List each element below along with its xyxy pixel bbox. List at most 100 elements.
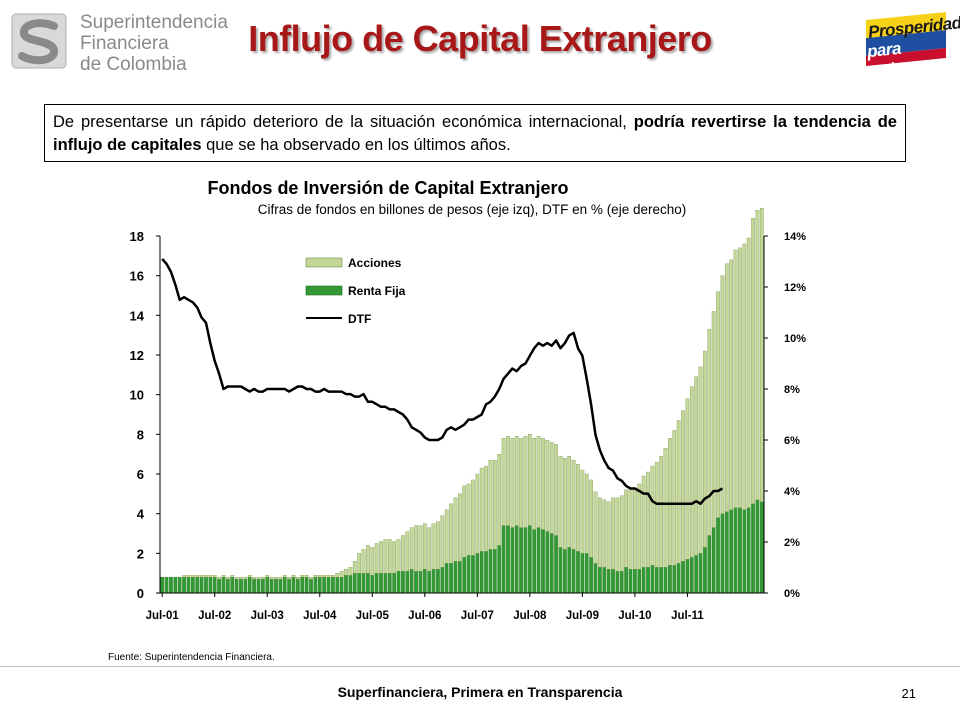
bar-renta-fija (331, 576, 335, 594)
bar-acciones (208, 574, 213, 578)
bar-acciones (274, 576, 278, 580)
bar-acciones (422, 523, 427, 570)
bar-acciones (519, 438, 523, 528)
legend-swatch (305, 257, 343, 268)
bar-acciones (453, 497, 458, 562)
bar-acciones (606, 501, 611, 570)
bar-renta-fija (759, 501, 764, 594)
bar-renta-fija (528, 525, 532, 594)
bar-acciones (282, 574, 287, 578)
bar-acciones (755, 210, 760, 500)
bar-acciones (217, 576, 221, 580)
bar-renta-fija (497, 545, 502, 594)
bar-acciones (510, 438, 515, 528)
bar-acciones (361, 549, 366, 574)
bar-acciones (374, 543, 379, 574)
bar-acciones (466, 483, 471, 556)
bar-acciones (558, 455, 563, 548)
bar-acciones (689, 386, 694, 558)
bar-renta-fija (624, 567, 628, 594)
bar-renta-fija (173, 576, 178, 594)
bar-acciones (418, 525, 423, 572)
bar-renta-fija (182, 576, 186, 594)
bar-renta-fija (348, 574, 353, 594)
bar-renta-fija (672, 565, 677, 594)
bar-acciones (190, 574, 195, 578)
axes-group: 0 2 4 6 8 10 12 14 16 18 0% 2% 4% 6% 8% 10% 12% 14% Jul-01… (130, 229, 807, 622)
bar-renta-fija (593, 563, 598, 594)
y-tick-label-right: 2% (784, 537, 800, 549)
bar-renta-fija (440, 567, 445, 594)
bar-acciones (379, 541, 383, 574)
y-tick-label-right: 4% (784, 486, 800, 498)
bar-acciones (331, 574, 335, 578)
bar-renta-fija (479, 551, 484, 594)
bar-acciones (405, 531, 410, 572)
bar-acciones (212, 574, 217, 578)
bar-acciones (304, 574, 309, 578)
bar-renta-fija (261, 578, 265, 594)
bar-acciones (287, 576, 291, 580)
bar-acciones (532, 438, 537, 530)
bar-acciones (681, 410, 685, 562)
bar-renta-fija (195, 576, 200, 594)
bar-acciones (716, 291, 720, 518)
bar-acciones (409, 527, 414, 570)
bar-renta-fija (742, 509, 747, 594)
bar-acciones (528, 434, 532, 526)
bar-renta-fija (554, 535, 558, 594)
y-tick-label-left: 0 (137, 586, 144, 601)
bar-renta-fija (716, 517, 720, 594)
bar-acciones (309, 576, 313, 580)
bar-acciones (462, 485, 467, 558)
bar-acciones (619, 495, 624, 572)
bar-acciones (492, 459, 497, 550)
bar-renta-fija (226, 578, 230, 594)
bar-renta-fija (291, 576, 296, 594)
chart-subtitle: Cifras de fondos en billones de pesos (e… (258, 202, 686, 217)
bar-acciones (641, 475, 646, 568)
bar-renta-fija (282, 576, 287, 594)
y-tick-label-right: 8% (784, 384, 800, 396)
y-tick-label-left: 8 (137, 427, 144, 442)
y-tick-label-right: 10% (784, 333, 806, 345)
bar-renta-fija (462, 557, 467, 594)
y-tick-label-right: 12% (784, 282, 806, 294)
chart-container: Fondos de Inversión de Capital Extranjer… (100, 170, 824, 662)
bar-acciones (370, 547, 375, 576)
bar-acciones (584, 473, 589, 554)
bar-acciones (497, 454, 502, 546)
bar-renta-fija (654, 567, 659, 594)
bar-renta-fija (186, 576, 191, 594)
bar-renta-fija (681, 561, 685, 594)
bar-renta-fija (457, 561, 462, 594)
bar-renta-fija (711, 527, 716, 594)
bar-renta-fija (344, 574, 348, 594)
bar-acciones (602, 499, 607, 568)
bar-acciones (326, 574, 331, 578)
bar-acciones (733, 249, 738, 508)
bar-acciones (484, 465, 488, 552)
bar-renta-fija (545, 531, 550, 594)
bar-acciones (387, 539, 392, 574)
bar-renta-fija (746, 507, 751, 594)
bar-acciones (615, 497, 620, 572)
bar-renta-fija (317, 576, 322, 594)
org-line-3: de Colombia (80, 54, 187, 75)
x-tick-label: Jul-10 (618, 610, 651, 622)
bar-renta-fija (405, 571, 410, 594)
bar-renta-fija (471, 555, 475, 594)
x-tick-label: Jul-09 (566, 610, 599, 622)
bar-renta-fija (751, 503, 755, 594)
legend-swatch (305, 285, 343, 296)
bar-acciones (589, 479, 593, 558)
bar-acciones (471, 479, 475, 556)
bar-renta-fija (309, 578, 313, 594)
bar-renta-fija (584, 553, 589, 594)
bar-acciones (383, 539, 388, 574)
legend: Acciones Renta Fija DTF (305, 256, 406, 326)
x-tick-label: Jul-07 (461, 610, 494, 622)
bar-acciones (549, 442, 554, 534)
page-number: 21 (901, 686, 916, 701)
bar-renta-fija (352, 573, 357, 594)
